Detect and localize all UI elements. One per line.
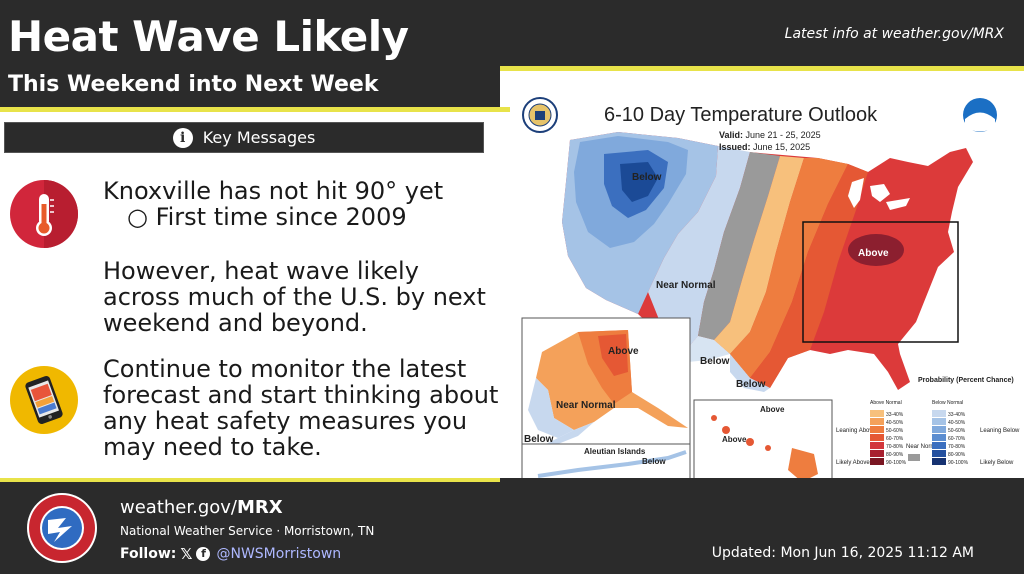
- legend-leaning-below: Leaning Below: [980, 428, 1020, 434]
- message-since-2009: ○ First time since 2009: [127, 203, 407, 231]
- legend-above-range: 40-50%: [886, 420, 904, 426]
- map-issued-date: Issued: June 15, 2025: [719, 142, 810, 152]
- legend-above-swatch: [870, 450, 884, 457]
- latest-info-link[interactable]: Latest info at weather.gov/MRX: [784, 26, 1004, 42]
- legend-above-swatch: [870, 418, 884, 425]
- accent-line-right: [500, 66, 1024, 71]
- footer-follow: Follow: 𝕏 f @NWSMorristown: [120, 545, 341, 563]
- legend-above-range: 90-100%: [886, 460, 907, 466]
- legend-likely-below: Likely Below: [980, 460, 1014, 466]
- legend-below-range: 40-50%: [948, 420, 966, 426]
- label-hi-above-1: Above: [760, 405, 785, 414]
- key-messages-label: Key Messages: [202, 128, 316, 147]
- footer-website[interactable]: weather.gov/MRX: [120, 497, 283, 518]
- footer-url-prefix: weather.gov/: [120, 497, 237, 518]
- legend-near-normal: Near Normal: [906, 444, 940, 450]
- legend-above-swatch: [870, 442, 884, 449]
- label-ak-above: Above: [608, 346, 639, 357]
- x-icon[interactable]: 𝕏: [180, 545, 193, 563]
- legend-below-range: 80-90%: [948, 452, 966, 458]
- label-aleutian: Aleutian Islands: [584, 447, 646, 456]
- phone-forecast-icon: [10, 366, 78, 434]
- footer-updated: Updated: Mon Jun 16, 2025 11:12 AM: [711, 545, 974, 561]
- message-monitor: Continue to monitor the latest forecast …: [103, 355, 499, 461]
- legend-below-swatch: [932, 434, 946, 441]
- legend-above-swatch: [870, 410, 884, 417]
- label-below-tx: Below: [736, 379, 766, 390]
- legend-above-swatch: [870, 434, 884, 441]
- legend-below-swatch: [932, 458, 946, 465]
- label-ak-below: Below: [524, 434, 554, 445]
- noaa-logo-icon: [963, 98, 997, 132]
- key-messages-panel: [0, 112, 500, 478]
- issued-value: June 15, 2025: [753, 142, 811, 152]
- issued-label: Issued:: [719, 142, 751, 152]
- legend-above-range: 60-70%: [886, 436, 904, 442]
- legend-below-swatch: [932, 418, 946, 425]
- legend-below-range: 70-80%: [948, 444, 966, 450]
- thermometer-icon: [10, 180, 78, 248]
- legend-above-range: 33-40%: [886, 412, 904, 418]
- legend-below-swatch: [932, 426, 946, 433]
- map-valid-dates: Valid: June 21 - 25, 2025: [719, 130, 821, 140]
- legend-above-range: 80-90%: [886, 452, 904, 458]
- temperature-outlook-map: Below Above Near Normal Below Below Abov…: [521, 97, 1020, 489]
- follow-label: Follow:: [120, 546, 177, 562]
- page-subtitle: This Weekend into Next Week: [8, 72, 379, 97]
- legend-below-header: Below Normal: [932, 400, 963, 406]
- key-messages-header: i Key Messages: [4, 122, 484, 153]
- label-above-east: Above: [858, 248, 889, 259]
- label-ak-near: Near Normal: [556, 400, 616, 411]
- footer-url-office: MRX: [237, 497, 283, 518]
- accent-line-top: [0, 107, 510, 112]
- legend-above-range: 70-80%: [886, 444, 904, 450]
- legend-below-range: 60-70%: [948, 436, 966, 442]
- legend-below-range: 50-60%: [948, 428, 966, 434]
- label-hi-above-2: Above: [722, 435, 747, 444]
- legend-above-header: Above Normal: [870, 400, 902, 406]
- nws-logo-icon: [27, 493, 97, 563]
- probability-legend: Probability (Percent Chance) Above Norma…: [836, 377, 1020, 466]
- label-aleutian-below: Below: [642, 457, 666, 466]
- label-below-sw: Below: [700, 356, 730, 367]
- legend-below-swatch: [932, 410, 946, 417]
- legend-below-swatch: [932, 442, 946, 449]
- legend-below-range: 33-40%: [948, 412, 966, 418]
- info-icon: i: [172, 127, 193, 148]
- page-title: Heat Wave Likely: [8, 12, 409, 61]
- label-near-normal: Near Normal: [656, 280, 716, 291]
- legend-below-range: 90-100%: [948, 460, 969, 466]
- social-handle[interactable]: @NWSMorristown: [216, 546, 342, 562]
- facebook-icon[interactable]: f: [196, 547, 211, 561]
- message-knoxville: Knoxville has not hit 90° yet: [103, 177, 444, 205]
- valid-label: Valid:: [719, 130, 744, 140]
- valid-value: June 21 - 25, 2025: [745, 130, 821, 140]
- commerce-seal-icon: [522, 97, 558, 133]
- map-title: 6-10 Day Temperature Outlook: [604, 104, 878, 126]
- label-below-nw: Below: [632, 172, 662, 183]
- legend-below-swatch: [932, 450, 946, 457]
- message-heat-wave: However, heat wave likely across much of…: [103, 257, 486, 337]
- footer-office: National Weather Service · Morristown, T…: [120, 524, 375, 538]
- legend-above-swatch: [870, 458, 884, 465]
- legend-near-swatch: [908, 454, 920, 461]
- accent-line-bottom: [0, 478, 500, 482]
- footer: [0, 478, 1024, 574]
- legend-above-swatch: [870, 426, 884, 433]
- legend-title: Probability (Percent Chance): [918, 377, 1014, 384]
- legend-above-range: 50-60%: [886, 428, 904, 434]
- legend-leaning-above: Leaning Above: [836, 428, 876, 434]
- legend-likely-above: Likely Above: [836, 460, 870, 466]
